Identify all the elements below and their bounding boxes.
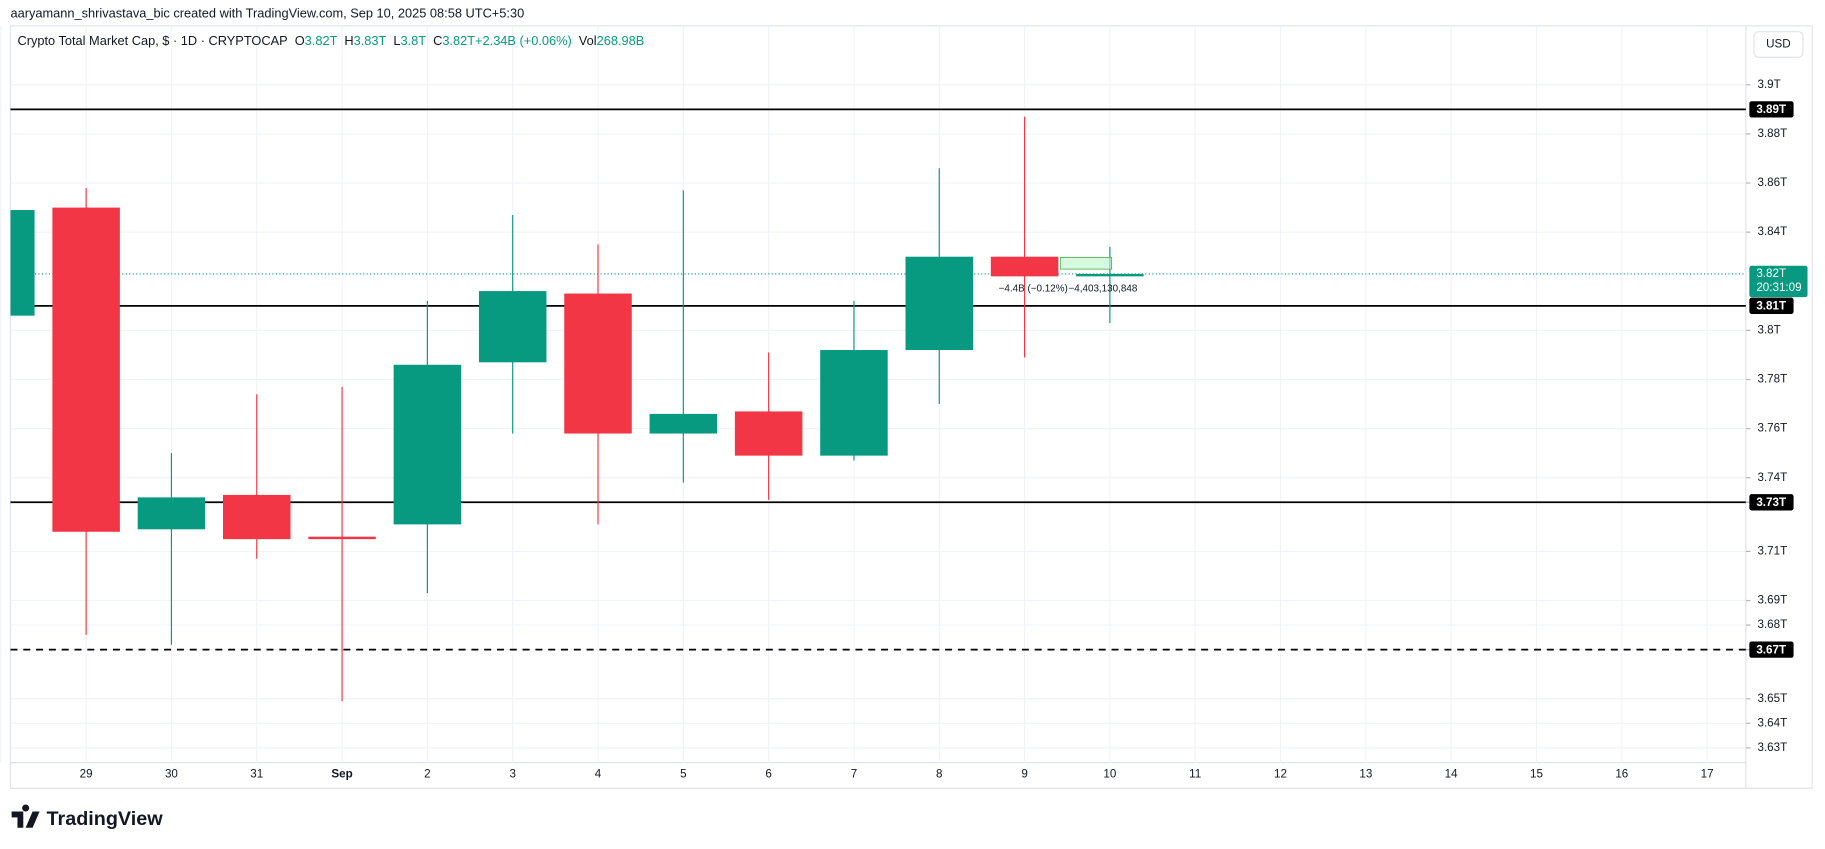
level-label: 3.73T [1756, 496, 1786, 509]
x-tick-label: 15 [1530, 767, 1543, 780]
level-label: 3.67T [1756, 643, 1786, 656]
level-tag [1749, 641, 1794, 658]
y-tick-label: 3.68T [1757, 618, 1787, 631]
header-value: 3.82T [305, 34, 338, 49]
y-tick-label: 3.69T [1757, 594, 1787, 607]
header-key: L [393, 34, 400, 49]
chart-frame [9, 25, 1813, 789]
x-tick-label: 9 [1021, 767, 1027, 780]
y-tick-label: 3.65T [1757, 692, 1787, 705]
level-label: 3.89T [1756, 103, 1786, 116]
currency-label[interactable]: USD [1766, 38, 1791, 51]
candle-body [137, 497, 206, 530]
x-tick-label: 29 [80, 767, 93, 780]
y-tick-label: 3.84T [1757, 225, 1787, 238]
brand-logo [11, 804, 40, 828]
x-tick-label: 6 [765, 767, 771, 780]
y-tick-label: 3.8T [1757, 323, 1780, 336]
level-tag [1749, 101, 1794, 118]
candle-body [990, 256, 1059, 277]
current-price-label: 3.82T [1756, 267, 1786, 280]
header-value: 3.82T [442, 34, 475, 49]
candle-body [393, 364, 462, 525]
x-tick-label: 30 [165, 767, 178, 780]
level-tag [1749, 297, 1794, 314]
x-tick-label: 31 [250, 767, 263, 780]
candle-body [308, 536, 376, 540]
y-tick-label: 3.64T [1757, 716, 1787, 729]
levels [10, 108, 1746, 651]
axes: 3.9T 3.88T 3.86T 3.84T 3.8T 3.78T 3.76T 3.74T 3.… [80, 78, 1808, 780]
candle-body [52, 207, 120, 532]
x-tick-label: 4 [595, 767, 602, 780]
brand: TradingView [47, 808, 164, 830]
header-value: 3.8T [400, 34, 426, 49]
measure-change: −4.4B (−0.12%) [999, 284, 1068, 295]
level-label: 3.81T [1756, 299, 1786, 312]
x-tick-label: 11 [1189, 767, 1201, 780]
candle-body [649, 413, 718, 434]
candle-body [478, 291, 547, 363]
x-tick-label: Sep [331, 767, 352, 780]
y-tick-label: 3.76T [1757, 422, 1787, 435]
x-tick-label: 8 [936, 767, 942, 780]
current-price-tag [1749, 265, 1808, 298]
y-tick-label: 3.63T [1757, 741, 1787, 754]
x-tick-label: 7 [851, 767, 857, 780]
x-tick-label: 2 [424, 767, 430, 780]
x-tick-label: 10 [1103, 767, 1116, 780]
header-value: +2.34B (+0.06%) [475, 34, 572, 49]
header-key: C [433, 34, 442, 49]
level-tag [1749, 494, 1794, 511]
measure-box [1059, 257, 1112, 270]
x-tick-label: 3 [509, 767, 515, 780]
measure-amount: −4,403,130,848 [1068, 284, 1137, 295]
countdown: 20:31:09 [1756, 281, 1801, 294]
y-tick-label: 3.78T [1757, 373, 1787, 386]
candle-body [734, 411, 803, 456]
header-key: H [344, 34, 353, 49]
x-tick-label: 13 [1359, 767, 1372, 780]
byline: aaryamann_shrivastava_bic created with T… [10, 6, 524, 21]
x-tick-label: 17 [1701, 767, 1714, 780]
header-value: 3.83T [354, 34, 387, 49]
y-tick-label: 3.88T [1757, 127, 1787, 140]
header-key: Vol [579, 34, 597, 49]
header-value: 268.98B [597, 34, 645, 49]
symbol: Crypto Total Market Cap, $ · 1D · CRYPTO… [17, 34, 287, 49]
currency-button[interactable] [1753, 31, 1804, 58]
x-tick-label: 16 [1615, 767, 1628, 780]
candle-body [10, 210, 35, 316]
x-tick-label: 14 [1445, 767, 1458, 780]
header-key: O [295, 34, 305, 49]
y-tick-label: 3.74T [1757, 471, 1787, 484]
candle-body [564, 293, 632, 434]
x-tick-label: 12 [1274, 767, 1287, 780]
y-tick-label: 3.9T [1757, 78, 1780, 91]
candle-body [1076, 273, 1144, 277]
candles [10, 116, 1144, 702]
y-tick-label: 3.86T [1757, 176, 1787, 189]
x-tick-label: 5 [680, 767, 686, 780]
candle-body [820, 350, 888, 456]
candle-body [223, 494, 291, 540]
candle-body [905, 256, 974, 351]
y-tick-label: 3.71T [1757, 544, 1787, 557]
symbol-header: Crypto Total Market Cap, $ · 1D · CRYPTO… [17, 34, 644, 49]
